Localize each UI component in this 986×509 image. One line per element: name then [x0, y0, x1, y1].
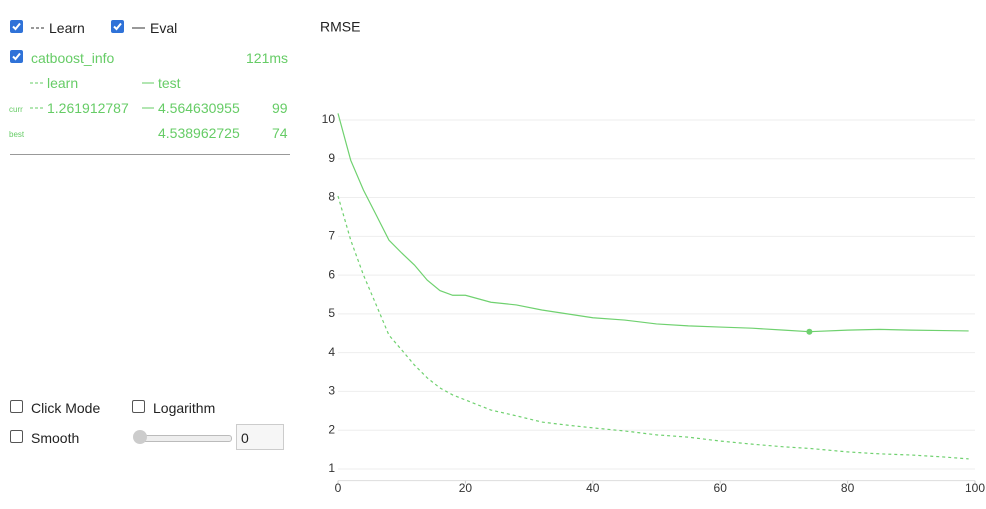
best-test: 4.538962725 — [158, 125, 240, 141]
best-label: best — [9, 130, 25, 139]
y-tick-label: 2 — [328, 422, 335, 436]
test-dash — [142, 82, 154, 84]
y-tick-label: 4 — [328, 345, 335, 359]
learn-dash — [30, 82, 44, 84]
chart-title: RMSE — [320, 19, 360, 35]
click-mode-label: Click Mode — [31, 400, 101, 416]
x-tick-label: 20 — [459, 481, 473, 495]
learn-label: Learn — [49, 20, 85, 36]
test-header: test — [158, 75, 181, 91]
series-line — [337, 195, 969, 460]
x-tick-label: 0 — [335, 481, 342, 495]
smooth-checkbox[interactable] — [10, 430, 23, 443]
best-point — [806, 328, 813, 335]
run-time: 121ms — [246, 50, 289, 66]
y-tick-label: 10 — [322, 112, 336, 126]
logarithm-checkbox[interactable] — [132, 400, 145, 413]
best-iteration: 74 — [272, 125, 288, 141]
y-tick-label: 5 — [328, 306, 335, 320]
learn-checkbox[interactable] — [10, 20, 23, 33]
x-tick-label: 40 — [586, 481, 600, 495]
run-name: catboost_info — [31, 50, 115, 66]
smooth-input[interactable]: 0 — [236, 424, 284, 450]
smooth-label: Smooth — [31, 430, 80, 446]
click-mode-checkbox[interactable] — [10, 400, 23, 413]
divider — [10, 154, 290, 155]
curr-iteration: 99 — [272, 100, 288, 116]
curr-test: 4.564630955 — [158, 100, 240, 116]
learn-header: learn — [47, 75, 79, 91]
curr-label: curr — [9, 105, 23, 114]
y-tick-label: 8 — [328, 190, 335, 204]
x-tick-label: 100 — [965, 481, 985, 495]
y-tick-label: 7 — [328, 228, 335, 242]
logarithm-label: Logarithm — [153, 400, 216, 416]
curr-learn: 1.261912787 — [47, 100, 129, 116]
y-tick-label: 9 — [328, 151, 335, 165]
y-tick-label: 3 — [328, 384, 335, 398]
eval-icon — [132, 27, 145, 29]
slider-knob[interactable] — [133, 430, 147, 444]
curr-learn-dash — [30, 107, 44, 109]
run-checkbox[interactable] — [10, 50, 23, 63]
curr-test-dash — [142, 107, 154, 109]
y-tick-label: 1 — [328, 461, 335, 475]
series-line — [337, 113, 969, 333]
eval-checkbox[interactable] — [111, 20, 124, 33]
x-tick-label: 80 — [841, 481, 855, 495]
y-tick-label: 6 — [328, 267, 335, 281]
x-tick-label: 60 — [714, 481, 728, 495]
eval-label: Eval — [150, 20, 178, 36]
learn-icon — [31, 27, 45, 29]
